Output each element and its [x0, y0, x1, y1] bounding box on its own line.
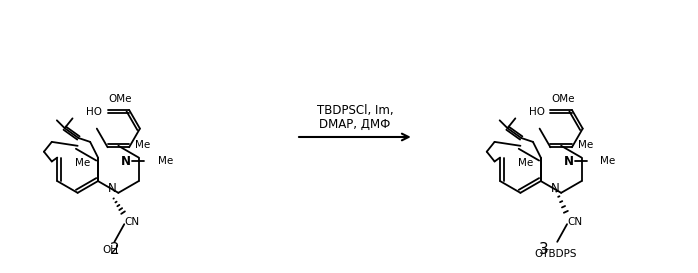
Text: HO: HO — [528, 107, 544, 117]
Text: Me: Me — [158, 156, 173, 167]
Text: N: N — [121, 155, 131, 168]
Text: Me: Me — [135, 140, 150, 150]
Text: Me: Me — [75, 158, 90, 168]
Text: CN: CN — [124, 217, 140, 227]
Text: CN: CN — [567, 217, 582, 227]
Text: 2: 2 — [110, 242, 119, 257]
Text: OMe: OMe — [551, 94, 575, 104]
Text: TBDPSCl, Im,: TBDPSCl, Im, — [317, 104, 393, 117]
Text: OH: OH — [103, 245, 119, 255]
Text: N: N — [108, 182, 117, 195]
Text: Me: Me — [578, 140, 593, 150]
Text: HO: HO — [86, 107, 102, 117]
Text: Me: Me — [517, 158, 533, 168]
Text: OTBDPS: OTBDPS — [534, 249, 577, 259]
Text: OMe: OMe — [109, 94, 132, 104]
Text: N: N — [551, 182, 560, 195]
Text: Me: Me — [600, 156, 616, 167]
Text: N: N — [564, 155, 574, 168]
Text: 3: 3 — [539, 242, 549, 257]
Text: DMAP, ДМФ: DMAP, ДМФ — [319, 118, 391, 131]
